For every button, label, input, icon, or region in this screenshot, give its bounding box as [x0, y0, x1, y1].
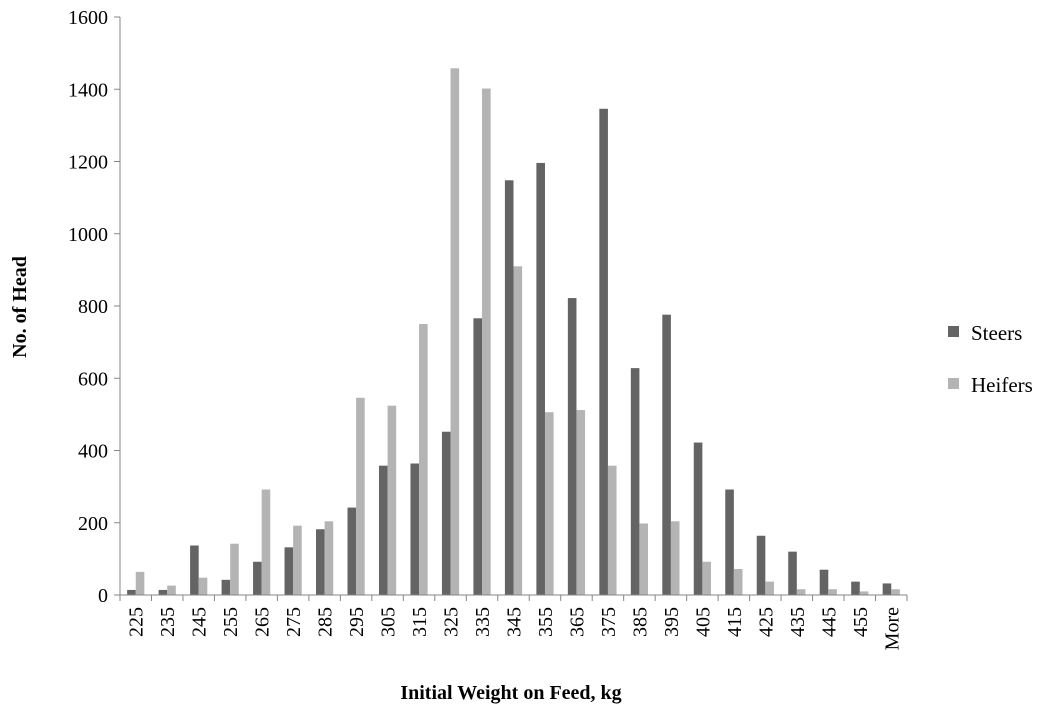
x-tick-label-305: 305 — [378, 607, 400, 637]
x-tick-label-265: 265 — [252, 607, 274, 637]
y-tick-label: 1600 — [68, 7, 108, 29]
x-tick-label-365: 365 — [566, 607, 588, 637]
y-tick-label: 1000 — [68, 224, 108, 246]
x-tick-label-295: 295 — [346, 607, 368, 637]
bar-steers-325 — [441, 431, 451, 595]
bar-heifers-275 — [293, 525, 302, 595]
bar-heifers-405 — [702, 561, 711, 595]
bar-steers-455 — [851, 581, 860, 595]
bars-group — [127, 68, 900, 596]
bar-heifers-295 — [356, 397, 365, 595]
bar-heifers-more — [891, 589, 900, 595]
x-tick-label-335: 335 — [472, 607, 494, 637]
bar-heifers-365 — [576, 410, 586, 595]
y-tick-label: 200 — [78, 513, 108, 535]
bar-steers-425 — [756, 535, 766, 595]
x-tick-label-315: 315 — [409, 607, 431, 637]
bar-heifers-455 — [859, 591, 869, 595]
bar-steers-345 — [504, 180, 514, 595]
bar-steers-245 — [190, 545, 199, 595]
x-tick-label-395: 395 — [661, 607, 683, 637]
bar-steers-365 — [567, 298, 577, 595]
y-axis-title: No. of Head — [9, 256, 31, 358]
x-tick-label-235: 235 — [157, 607, 179, 637]
y-tick-label: 1400 — [68, 79, 108, 101]
x-tick-label-385: 385 — [629, 607, 651, 637]
legend-swatch-steers — [948, 326, 959, 337]
x-tick-label-445: 445 — [818, 607, 840, 637]
x-tick-label-415: 415 — [724, 607, 746, 637]
x-tick-label-285: 285 — [315, 607, 337, 637]
bar-heifers-415 — [733, 568, 743, 595]
bar-steers-235 — [158, 589, 168, 595]
bar-heifers-445 — [828, 589, 837, 595]
bar-heifers-355 — [544, 412, 554, 595]
bar-heifers-385 — [639, 523, 649, 595]
bar-steers-255 — [221, 579, 231, 595]
bar-steers-375 — [599, 108, 608, 595]
legend-label-heifers: Heifers — [971, 373, 1033, 397]
bar-steers-265 — [253, 561, 262, 595]
x-tick-label-405: 405 — [692, 607, 714, 637]
x-tick-label-425: 425 — [755, 607, 777, 637]
bar-steers-415 — [725, 489, 734, 595]
x-tick-label-325: 325 — [441, 607, 463, 637]
bar-steers-395 — [662, 314, 671, 595]
y-tick-labels: 0 200 400 600 800 1000 1200 1400 1600 — [68, 7, 108, 607]
bar-heifers-345 — [513, 266, 523, 595]
x-tick-label-375: 375 — [598, 607, 620, 637]
bar-steers-295 — [347, 507, 357, 595]
legend-swatch-heifers — [948, 378, 959, 389]
y-tick-label: 0 — [98, 585, 108, 607]
bar-steers-435 — [788, 551, 797, 595]
x-axis-title: Initial Weight on Feed, kg — [400, 682, 621, 704]
bar-heifers-375 — [607, 465, 617, 595]
x-tick-label-355: 355 — [535, 607, 557, 637]
legend: Steers Heifers — [948, 321, 1033, 397]
y-tick-label: 600 — [78, 368, 108, 390]
bar-steers-285 — [316, 529, 325, 595]
y-tick-label: 1200 — [68, 152, 108, 174]
bar-steers-305 — [378, 465, 388, 595]
bar-steers-225 — [127, 589, 136, 595]
bar-heifers-395 — [670, 521, 680, 595]
bar-heifers-255 — [230, 543, 239, 595]
x-tick-label-255: 255 — [220, 607, 242, 637]
bar-steers-315 — [410, 463, 420, 595]
x-tick-label-225: 225 — [126, 607, 148, 637]
bar-heifers-225 — [135, 571, 145, 595]
bar-steers-385 — [630, 368, 640, 595]
x-tick-label-455: 455 — [850, 607, 872, 637]
bar-heifers-315 — [419, 324, 428, 595]
bar-heifers-435 — [796, 589, 806, 595]
axes-group — [114, 16, 908, 601]
bar-heifers-335 — [482, 88, 491, 595]
x-tick-label-345: 345 — [504, 607, 526, 637]
bar-steers-335 — [473, 318, 483, 595]
bar-steers-405 — [693, 442, 703, 595]
bar-heifers-305 — [387, 405, 397, 595]
bar-heifers-265 — [261, 489, 271, 595]
y-tick-label: 400 — [78, 441, 108, 463]
bar-steers-445 — [819, 569, 829, 595]
bar-heifers-245 — [198, 577, 208, 595]
bar-heifers-325 — [450, 68, 460, 596]
bar-heifers-285 — [324, 521, 334, 595]
bar-steers-275 — [284, 547, 294, 595]
x-tick-label-more: More — [881, 607, 903, 650]
x-tick-label-435: 435 — [787, 607, 809, 637]
bar-steers-more — [882, 583, 892, 595]
y-tick-label: 800 — [78, 296, 108, 318]
x-tick-label-245: 245 — [189, 607, 211, 637]
x-tick-labels: 225 235 245 255 265 275 285 295 305 315 325 335 345 3… — [126, 607, 904, 650]
bar-heifers-425 — [765, 581, 774, 595]
bar-steers-355 — [536, 162, 545, 595]
legend-label-steers: Steers — [971, 321, 1022, 345]
x-tick-label-275: 275 — [283, 607, 305, 637]
bar-heifers-235 — [167, 585, 176, 595]
